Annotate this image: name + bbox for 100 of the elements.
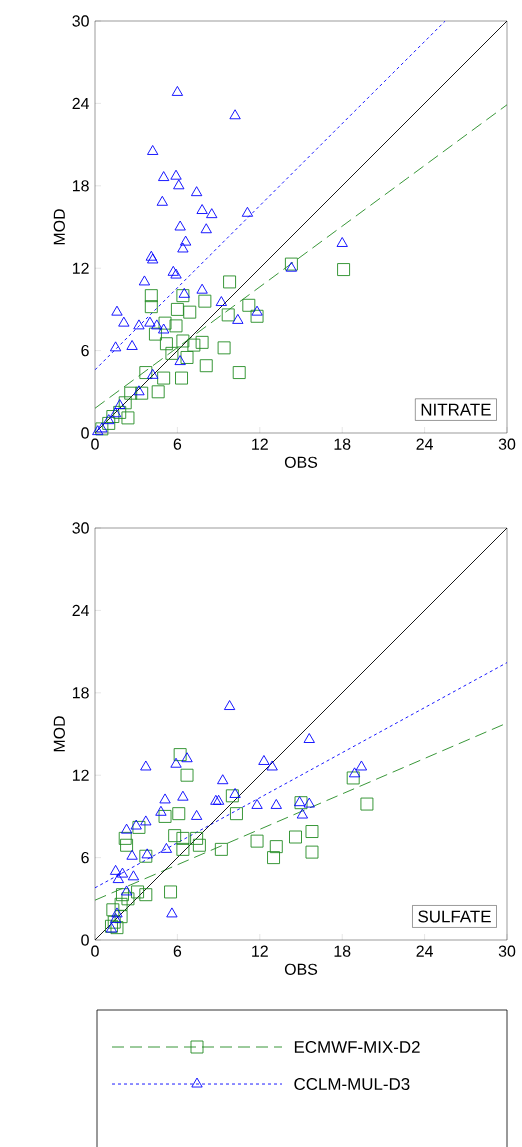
point bbox=[121, 411, 135, 425]
point bbox=[177, 242, 189, 253]
point bbox=[160, 842, 173, 853]
point bbox=[120, 838, 134, 852]
point bbox=[176, 289, 190, 303]
point bbox=[303, 797, 315, 808]
point bbox=[305, 845, 319, 859]
point bbox=[139, 888, 153, 902]
point bbox=[230, 807, 243, 821]
point bbox=[158, 171, 170, 182]
point bbox=[172, 807, 186, 821]
point bbox=[251, 305, 263, 316]
x-tick-label: 18 bbox=[334, 945, 351, 957]
point bbox=[159, 337, 173, 351]
point bbox=[180, 768, 194, 782]
point bbox=[337, 263, 351, 277]
point bbox=[118, 396, 132, 410]
point bbox=[289, 830, 302, 844]
x-tick-label: 24 bbox=[416, 945, 433, 957]
point bbox=[126, 340, 138, 350]
point bbox=[110, 921, 124, 935]
point bbox=[242, 298, 256, 312]
text: ECMWF-MIX-D2 bbox=[294, 1041, 420, 1054]
point bbox=[165, 346, 179, 360]
point bbox=[118, 316, 130, 327]
point bbox=[183, 305, 197, 319]
point bbox=[112, 873, 124, 884]
point bbox=[232, 366, 246, 380]
x-axis-title: OBS bbox=[284, 456, 318, 468]
point bbox=[140, 760, 152, 771]
point bbox=[180, 351, 194, 364]
point bbox=[217, 341, 231, 355]
point bbox=[140, 815, 152, 826]
point bbox=[120, 823, 133, 834]
point bbox=[250, 834, 264, 848]
y-axis-title: MOD bbox=[53, 716, 65, 752]
point bbox=[158, 809, 172, 823]
point bbox=[215, 296, 227, 306]
point bbox=[168, 829, 182, 843]
point bbox=[111, 305, 123, 316]
point bbox=[116, 888, 129, 902]
point bbox=[170, 757, 182, 768]
point bbox=[170, 169, 182, 180]
point bbox=[157, 371, 171, 385]
point bbox=[223, 700, 236, 710]
point bbox=[305, 825, 319, 838]
point bbox=[116, 867, 129, 878]
y-axis-title: MOD bbox=[53, 209, 65, 245]
point bbox=[148, 327, 162, 341]
point bbox=[170, 302, 184, 316]
point bbox=[199, 359, 213, 373]
point bbox=[221, 308, 235, 322]
x-tick-label: 6 bbox=[173, 438, 182, 450]
point bbox=[114, 897, 128, 911]
point bbox=[171, 85, 184, 96]
point bbox=[174, 355, 186, 366]
point bbox=[229, 109, 241, 120]
text: CCLM-MUL-D3 bbox=[294, 1078, 410, 1091]
annotation: NITRATE bbox=[421, 403, 491, 416]
y-tick-label: 18 bbox=[72, 180, 89, 192]
point bbox=[144, 316, 156, 327]
point bbox=[198, 294, 212, 308]
point bbox=[269, 840, 283, 854]
point bbox=[147, 145, 159, 155]
x-axis-title: OBS bbox=[284, 963, 318, 975]
point bbox=[158, 316, 172, 330]
annotation: SULFATE bbox=[418, 910, 491, 923]
y-tick-label: 24 bbox=[72, 604, 90, 616]
point bbox=[164, 885, 177, 899]
point bbox=[346, 771, 360, 785]
point bbox=[176, 842, 190, 856]
point bbox=[147, 368, 159, 379]
point bbox=[175, 371, 188, 385]
y-tick-label: 12 bbox=[72, 769, 89, 781]
point bbox=[127, 870, 140, 881]
point bbox=[114, 399, 126, 409]
point bbox=[303, 733, 315, 743]
point bbox=[109, 407, 122, 418]
point bbox=[225, 789, 239, 803]
y-tick-label: 0 bbox=[81, 427, 89, 439]
point bbox=[92, 425, 104, 436]
point bbox=[174, 220, 186, 231]
point bbox=[180, 235, 192, 246]
point bbox=[285, 261, 298, 272]
point bbox=[139, 849, 153, 863]
point bbox=[241, 206, 254, 217]
point bbox=[121, 892, 135, 906]
point bbox=[177, 790, 189, 801]
point bbox=[138, 275, 151, 286]
point bbox=[176, 831, 190, 845]
point bbox=[217, 774, 229, 785]
point bbox=[169, 319, 183, 333]
point bbox=[181, 752, 193, 763]
point bbox=[133, 385, 145, 396]
x-tick-label: 30 bbox=[498, 945, 516, 957]
point bbox=[109, 341, 122, 352]
point bbox=[151, 319, 163, 330]
point bbox=[176, 334, 190, 348]
point bbox=[223, 275, 237, 289]
point bbox=[158, 323, 170, 334]
